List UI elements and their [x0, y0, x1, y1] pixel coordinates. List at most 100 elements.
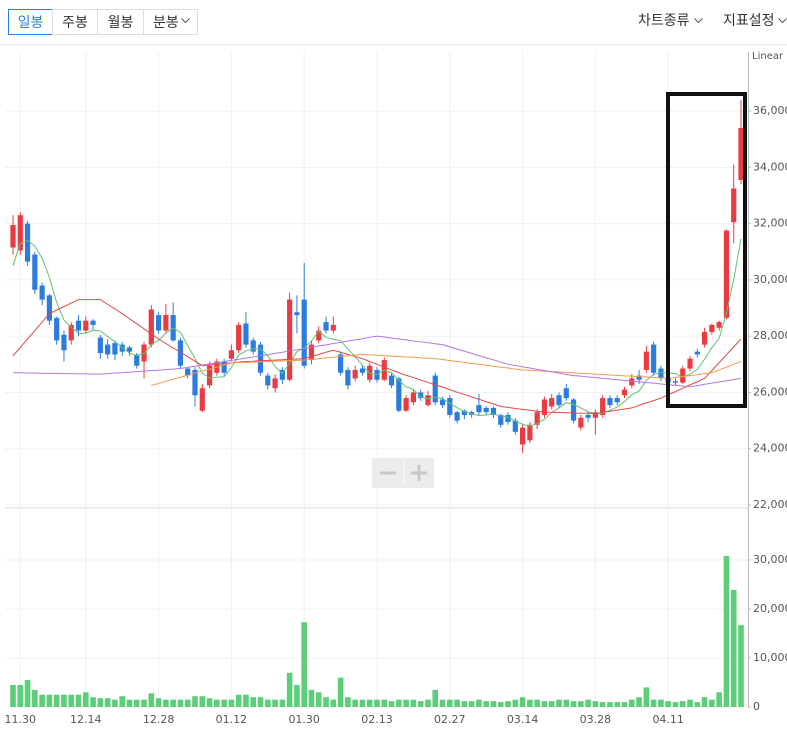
volume-bar — [497, 702, 504, 707]
candle-body — [287, 299, 293, 380]
volume-bar — [461, 701, 468, 707]
candle-body — [61, 334, 67, 351]
tab-daily[interactable]: 일봉 — [8, 9, 53, 35]
volume-bar — [658, 699, 664, 707]
volume-bar — [599, 702, 606, 707]
candle-body — [68, 324, 74, 341]
candle-body — [461, 410, 467, 415]
candle-body — [32, 254, 38, 290]
x-tick-label: 02.27 — [434, 713, 466, 726]
volume-bar — [235, 694, 242, 707]
tab-monthly[interactable]: 월봉 — [97, 9, 144, 35]
candle-body — [439, 399, 446, 406]
marks — [10, 99, 744, 707]
candle-body — [447, 398, 453, 415]
chevron — [181, 18, 190, 24]
volume-bar — [192, 696, 198, 707]
y-tick-label: 10,000,000 — [753, 651, 787, 664]
volume-bar — [32, 689, 38, 707]
x-tick-label: 11.30 — [5, 713, 37, 726]
chart-type-menu[interactable]: 차트종류 — [638, 13, 690, 29]
volume-bar — [672, 702, 679, 707]
volume-bar — [563, 699, 570, 707]
volume-bar — [556, 699, 562, 707]
volume-bar — [243, 694, 249, 707]
candle-body — [338, 354, 344, 373]
candle-body — [257, 344, 264, 373]
volume-bar — [366, 699, 373, 707]
volume-bar — [505, 701, 511, 707]
candle-body — [403, 398, 409, 411]
chevron — [778, 18, 787, 24]
candle-body — [672, 381, 679, 383]
volume-bar — [257, 697, 264, 707]
volume-bar — [607, 702, 613, 707]
volume-bar — [585, 699, 591, 707]
candle-body — [243, 323, 249, 345]
candle-body — [221, 361, 227, 373]
moving-average-line — [13, 335, 742, 388]
candle-body — [432, 375, 438, 403]
y-tick-label: 0 — [753, 700, 760, 713]
volume-bar — [46, 694, 53, 707]
candle-body — [607, 398, 613, 406]
candle-body — [192, 369, 198, 396]
x-tick-label: 01.30 — [288, 713, 320, 726]
volume-bar — [359, 699, 366, 707]
volume-bar — [272, 699, 278, 707]
candle-body — [265, 375, 271, 386]
volume-bar — [439, 699, 446, 707]
y-tick-label: 28,000 — [753, 329, 787, 342]
volume-bar — [388, 701, 395, 707]
volume-bar — [570, 701, 577, 707]
candle-body — [520, 427, 526, 445]
volume-bar — [621, 702, 628, 707]
volume-bar — [97, 698, 104, 707]
volume-bar — [614, 702, 621, 707]
volume-bar — [250, 697, 257, 707]
tab-weekly[interactable]: 주봉 — [52, 9, 98, 35]
candle-body — [476, 405, 482, 413]
candle-body — [272, 378, 278, 389]
zoom-control[interactable] — [372, 458, 434, 488]
toolbar: 일봉 주봉 월봉 분봉 차트종류 지표설정 — [0, 0, 787, 45]
candle-body — [592, 412, 598, 418]
volume-bar — [221, 699, 227, 707]
candle-body — [425, 395, 431, 406]
volume-bar — [308, 689, 315, 707]
candle-body — [236, 324, 242, 351]
candle-body — [24, 223, 31, 262]
y-tick-label: 30,000 — [753, 273, 787, 286]
candle-body — [490, 407, 497, 415]
volume-bar — [214, 699, 220, 707]
candle-body — [323, 322, 329, 331]
candle-body — [301, 299, 307, 366]
volume-bar — [141, 699, 147, 707]
volume-bar — [534, 699, 540, 707]
volume-bar — [294, 684, 300, 707]
volume-bar — [163, 699, 169, 707]
candle-body — [177, 340, 184, 366]
x-tick-label: 12.28 — [143, 713, 175, 726]
x-tick-label: 02.13 — [361, 713, 393, 726]
candle-body — [308, 344, 315, 361]
candle-body — [10, 225, 16, 248]
volume-bar — [301, 622, 307, 707]
volume-bar — [315, 692, 322, 707]
volume-bar — [323, 697, 329, 707]
candle-body — [556, 395, 562, 406]
candle-body — [163, 315, 169, 331]
candle-body — [352, 369, 358, 379]
volume-bar — [24, 680, 31, 707]
indicator-menu[interactable]: 지표설정 — [723, 13, 775, 29]
candle-body — [112, 343, 118, 355]
tab-minute[interactable]: 분봉 — [143, 9, 198, 35]
volume-bar — [483, 701, 489, 707]
candle-body — [17, 215, 23, 251]
candle-body — [512, 420, 518, 432]
candle-body — [126, 347, 133, 352]
volume-bar — [417, 701, 424, 707]
volume-bar — [527, 699, 533, 707]
volume-bar — [490, 701, 497, 707]
